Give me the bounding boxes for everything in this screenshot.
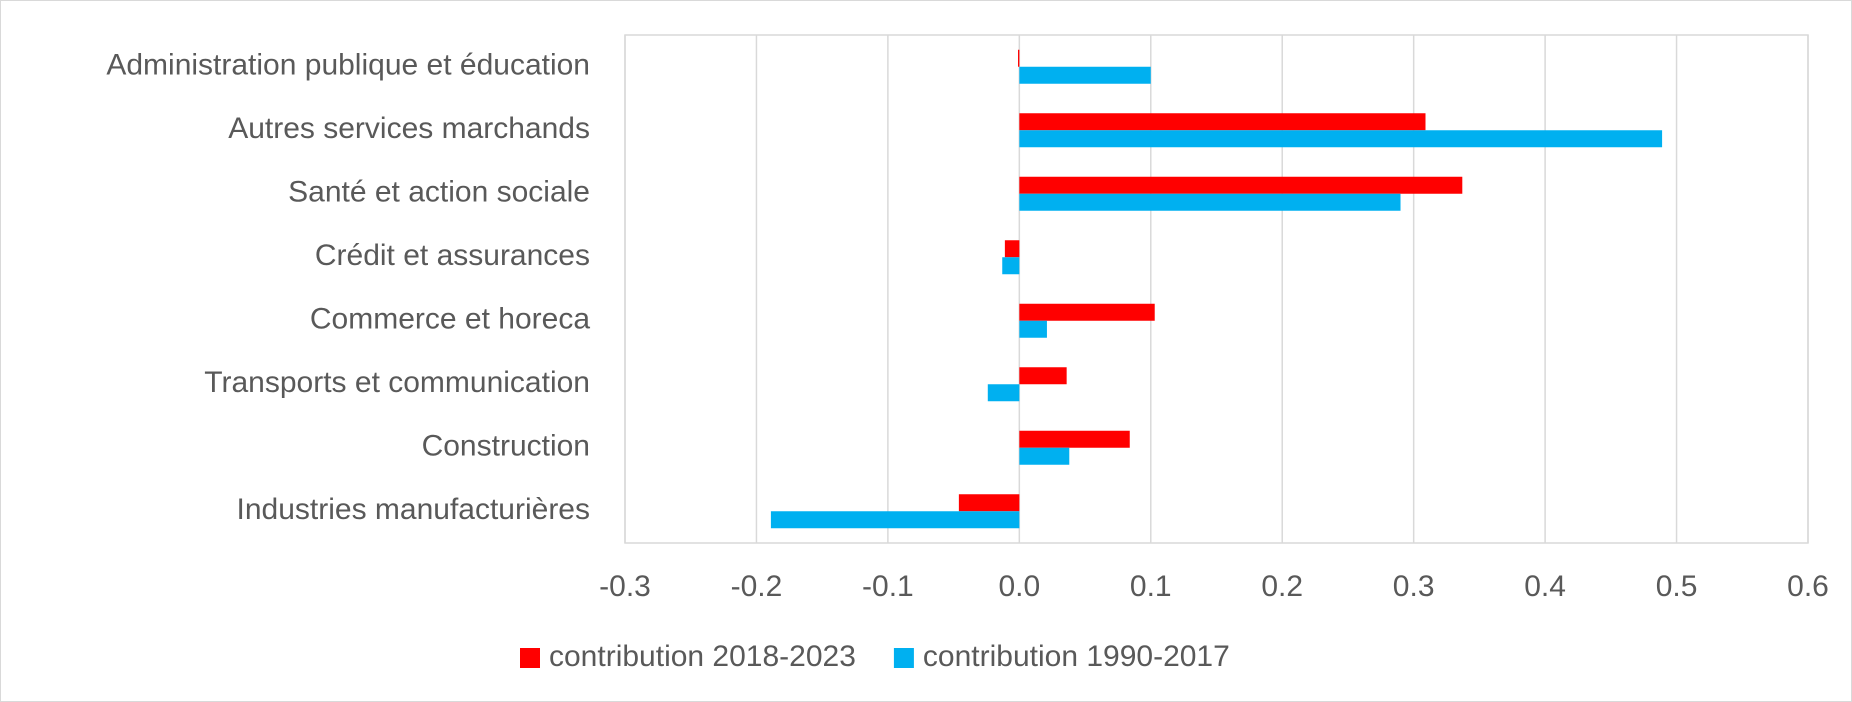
bar [1019, 303, 1155, 321]
bar [1019, 320, 1047, 338]
bar [1019, 367, 1067, 385]
x-tick-label: 0.5 [1656, 570, 1698, 603]
y-tick-label: Santé et action sociale [288, 176, 590, 209]
x-tick-label: 0.0 [998, 570, 1040, 603]
bar [1019, 66, 1151, 84]
legend-label: contribution 2018-2023 [549, 640, 856, 673]
y-tick-label: Administration publique et éducation [106, 49, 590, 82]
legend-label: contribution 1990-2017 [923, 640, 1230, 673]
bar [1019, 130, 1663, 148]
x-tick-label: 0.4 [1524, 570, 1566, 603]
bar [987, 384, 1020, 402]
bar [958, 494, 1020, 512]
y-tick-label: Crédit et assurances [315, 239, 590, 272]
y-tick-label: Transports et communication [204, 366, 590, 399]
bar [1019, 176, 1463, 194]
y-tick-label: Autres services marchands [228, 112, 590, 145]
bar [1019, 447, 1070, 465]
y-tick-label: Commerce et horeca [310, 303, 590, 336]
x-tick-label: 0.6 [1787, 570, 1829, 603]
legend-swatch [520, 648, 540, 668]
bar [1019, 430, 1130, 448]
x-tick-label: 0.3 [1393, 570, 1435, 603]
legend-swatch [893, 648, 914, 668]
bar [1018, 49, 1020, 67]
x-tick-label: 0.2 [1261, 570, 1303, 603]
bar [1019, 113, 1426, 131]
bar [1002, 257, 1020, 275]
plot-border [624, 34, 1809, 544]
x-tick-label: 0.1 [1130, 570, 1172, 603]
bar [1004, 240, 1020, 258]
x-tick-label: -0.1 [862, 570, 914, 603]
bar [770, 511, 1020, 529]
x-tick-label: -0.3 [599, 570, 651, 603]
x-tick-label: -0.2 [731, 570, 783, 603]
bar [1019, 193, 1401, 211]
y-tick-label: Construction [422, 430, 590, 463]
y-tick-label: Industries manufacturières [237, 493, 591, 526]
